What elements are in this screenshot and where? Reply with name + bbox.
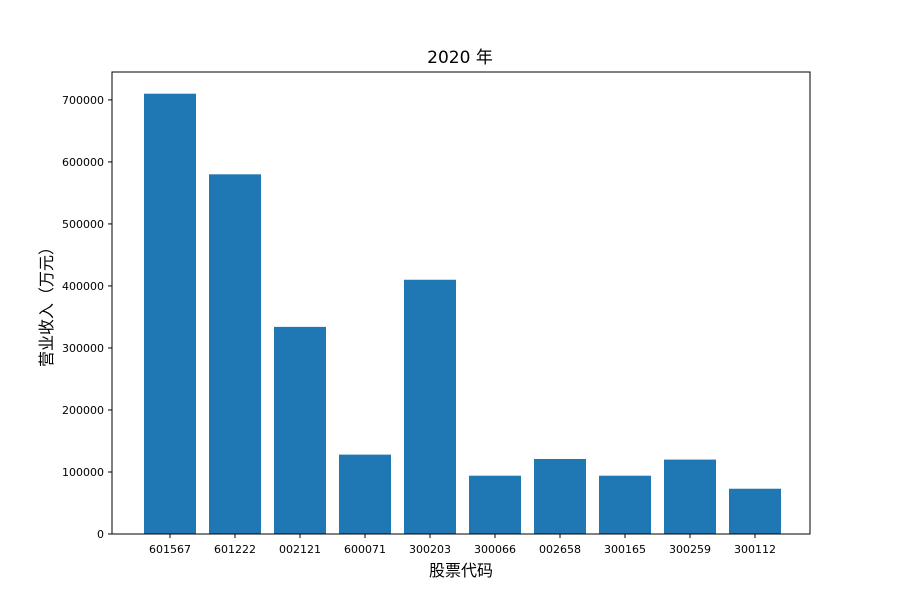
bar-300259 (664, 459, 716, 534)
x-axis-ticks: 601567 601222 002121 600071 300203 300066 0026… (149, 534, 776, 556)
y-tick-label: 400000 (62, 280, 104, 293)
y-tick-label: 700000 (62, 94, 104, 107)
y-tick-label: 600000 (62, 156, 104, 169)
y-tick-label: 300000 (62, 342, 104, 355)
chart-title: 2020 年 (427, 48, 493, 68)
bar-300203 (404, 279, 456, 534)
x-axis-title: 股票代码 (429, 561, 493, 580)
y-axis-ticks: 0 100000 200000 300000 400000 500000 600000 700… (62, 94, 112, 541)
x-tick-label: 300165 (604, 543, 646, 556)
bar-300066 (469, 475, 521, 534)
bar-300165 (599, 475, 651, 534)
x-tick-label: 300259 (669, 543, 711, 556)
y-tick-label: 500000 (62, 218, 104, 231)
bar-601222 (209, 174, 261, 534)
x-tick-label: 600071 (344, 543, 386, 556)
x-tick-label: 300203 (409, 543, 451, 556)
x-tick-label: 300112 (734, 543, 776, 556)
x-tick-label: 300066 (474, 543, 516, 556)
x-tick-label: 601222 (214, 543, 256, 556)
bar-002658 (534, 458, 586, 534)
y-tick-label: 100000 (62, 466, 104, 479)
x-tick-label: 002658 (539, 543, 581, 556)
x-tick-label: 601567 (149, 543, 191, 556)
bar-600071 (339, 454, 391, 534)
bar-002121 (274, 326, 326, 534)
bars-group (144, 93, 781, 534)
bar-601567 (144, 93, 196, 534)
y-tick-label: 200000 (62, 404, 104, 417)
x-tick-label: 002121 (279, 543, 321, 556)
bar-300112 (729, 488, 781, 534)
plot-frame (111, 71, 811, 535)
y-tick-label: 0 (97, 528, 104, 541)
y-axis-title: 营业收入（万元） (37, 239, 56, 367)
